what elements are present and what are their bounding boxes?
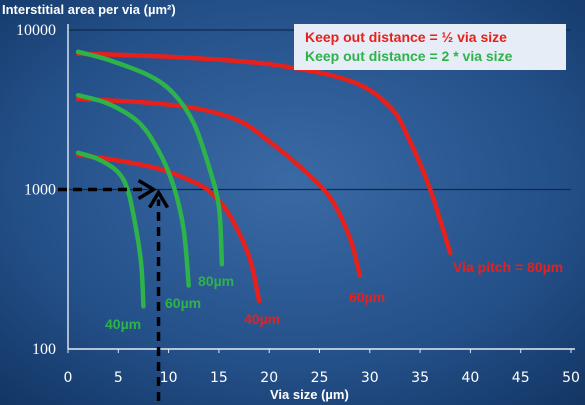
x-tick-label: 40: [461, 370, 479, 386]
legend: Keep out distance = ½ via size Keep out …: [294, 24, 566, 70]
x-tick-label: 10: [160, 370, 178, 386]
series-line-red-0: [75, 152, 262, 304]
label-green-80: 80µm: [198, 273, 234, 289]
annotation-arrows: [58, 178, 170, 401]
arrow-horizontal-head: [137, 178, 157, 201]
series-line-green-4: [75, 92, 191, 288]
label-red-60: 60µm: [349, 289, 385, 305]
label-green-40: 40µm: [105, 316, 141, 332]
legend-entry-green: Keep out distance = 2 * via size: [305, 48, 513, 64]
x-tick-label: 15: [210, 370, 228, 386]
x-tick-label: 50: [562, 370, 580, 386]
x-tick-label: 0: [64, 370, 73, 386]
y-axis-title: Interstitial area per via (µm²): [2, 2, 176, 17]
series-line-red-1: [75, 96, 362, 278]
series-line-green-5: [75, 49, 225, 267]
legend-entry-red: Keep out distance = ½ via size: [305, 29, 507, 45]
arrow-vertical-head: [148, 189, 170, 209]
legend-box: [294, 24, 566, 70]
axes: [67, 24, 575, 353]
x-tick-label: 45: [512, 370, 530, 386]
x-axis-title: Via size (µm): [270, 387, 349, 402]
label-red-40: 40µm: [244, 311, 280, 327]
series-line-red-2: [75, 51, 453, 256]
y-tick-label: 1000: [24, 182, 56, 199]
x-tick-label: 5: [114, 370, 123, 386]
x-tick-label: 35: [411, 370, 429, 386]
x-tick-labels: 0 5 10 15 20 25 30 35 40 45 50: [64, 370, 580, 386]
x-tick-label: 25: [311, 370, 329, 386]
label-red-80: Via pitch = 80µm: [453, 259, 563, 275]
y-tick-labels: 10000 1000 100: [16, 22, 56, 358]
series-annotations: Via pitch = 80µm 60µm 40µm 80µm 60µm 40µ…: [105, 259, 563, 332]
series-lines: [75, 49, 453, 309]
x-tick-label: 30: [361, 370, 379, 386]
series-line-green-3: [75, 150, 146, 309]
y-tick-label: 10000: [16, 22, 56, 39]
label-green-60: 60µm: [165, 295, 201, 311]
y-tick-label: 100: [32, 341, 56, 358]
x-tick-label: 20: [260, 370, 278, 386]
